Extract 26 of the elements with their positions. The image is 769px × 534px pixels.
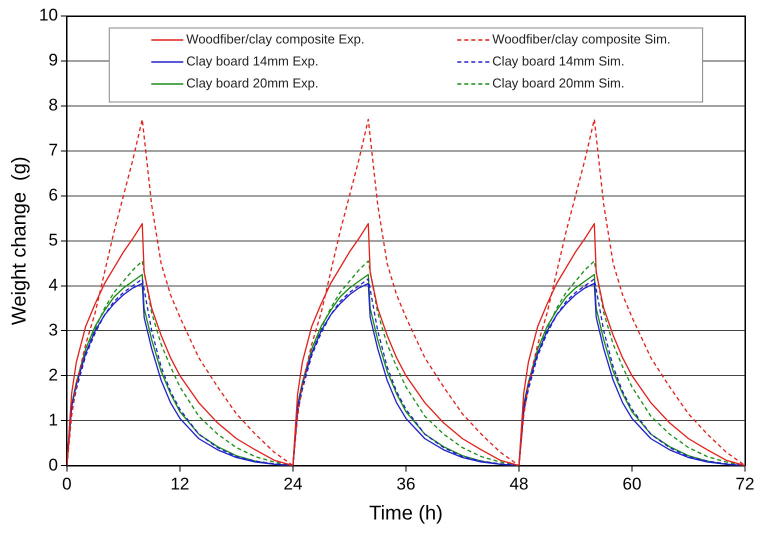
legend-label: Clay board 20mm Sim. bbox=[492, 76, 625, 91]
legend-label: Woodfiber/clay composite Sim. bbox=[492, 32, 671, 47]
y-tick-label: 1 bbox=[48, 410, 58, 430]
x-tick-label: 60 bbox=[622, 474, 642, 494]
y-tick-label: 0 bbox=[48, 455, 58, 474]
y-tick-label: 5 bbox=[48, 230, 58, 250]
y-tick-label: 2 bbox=[48, 365, 58, 384]
x-tick-label: 12 bbox=[170, 474, 190, 494]
y-tick-label: 6 bbox=[48, 186, 58, 205]
legend-label: Clay board 20mm Exp. bbox=[186, 76, 319, 91]
x-tick-label: 36 bbox=[396, 474, 416, 494]
y-tick-label: 7 bbox=[48, 140, 58, 160]
y-tick-label: 3 bbox=[48, 320, 58, 340]
y-tick-label: 8 bbox=[48, 96, 58, 115]
y-tick-label: 9 bbox=[48, 50, 58, 70]
y-tick-label: 4 bbox=[48, 275, 58, 294]
legend-label: Clay board 14mm Exp. bbox=[186, 54, 319, 69]
x-tick-label: 72 bbox=[736, 474, 754, 494]
x-tick-label: 24 bbox=[283, 474, 302, 494]
y-axis-title: Weight change (g) bbox=[8, 156, 31, 326]
x-axis-title: Time (h) bbox=[369, 502, 443, 525]
y-tick-label: 10 bbox=[38, 6, 58, 25]
legend-label: Woodfiber/clay composite Exp. bbox=[186, 32, 365, 47]
x-tick-label: 48 bbox=[510, 474, 528, 494]
x-tick-label: 0 bbox=[62, 474, 72, 494]
legend-label: Clay board 14mm Sim. bbox=[492, 54, 625, 69]
